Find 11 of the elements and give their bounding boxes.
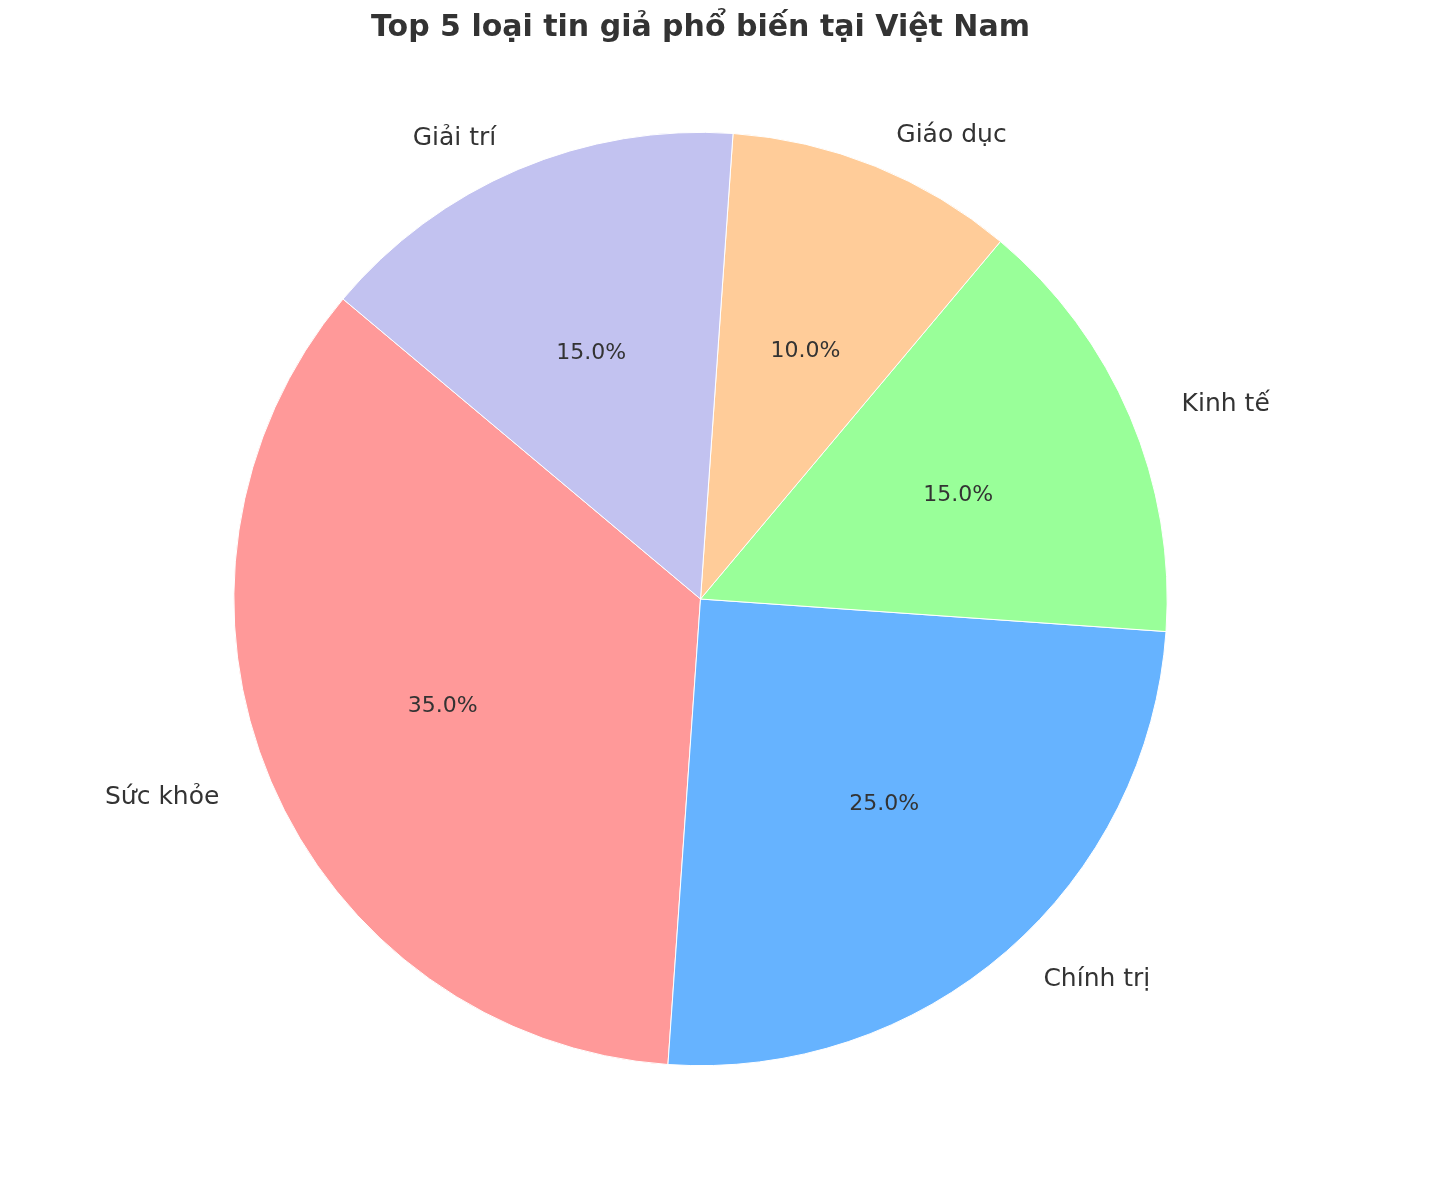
slice-label: Kinh tế [1181, 388, 1271, 418]
data-label: 15.0% [923, 481, 994, 507]
data-label: 35.0% [407, 691, 478, 717]
slice-label: Giáo dục [896, 118, 1007, 148]
chart-title: Top 5 loại tin giả phổ biến tại Việt Nam [371, 7, 1030, 43]
slice-label: Giải trí [412, 122, 498, 152]
slice-label: Chính trị [1043, 963, 1151, 993]
slice-label: Sức khỏe [104, 780, 220, 810]
data-label: 10.0% [770, 337, 841, 363]
data-label: 15.0% [556, 338, 627, 364]
data-label: 25.0% [849, 789, 920, 815]
